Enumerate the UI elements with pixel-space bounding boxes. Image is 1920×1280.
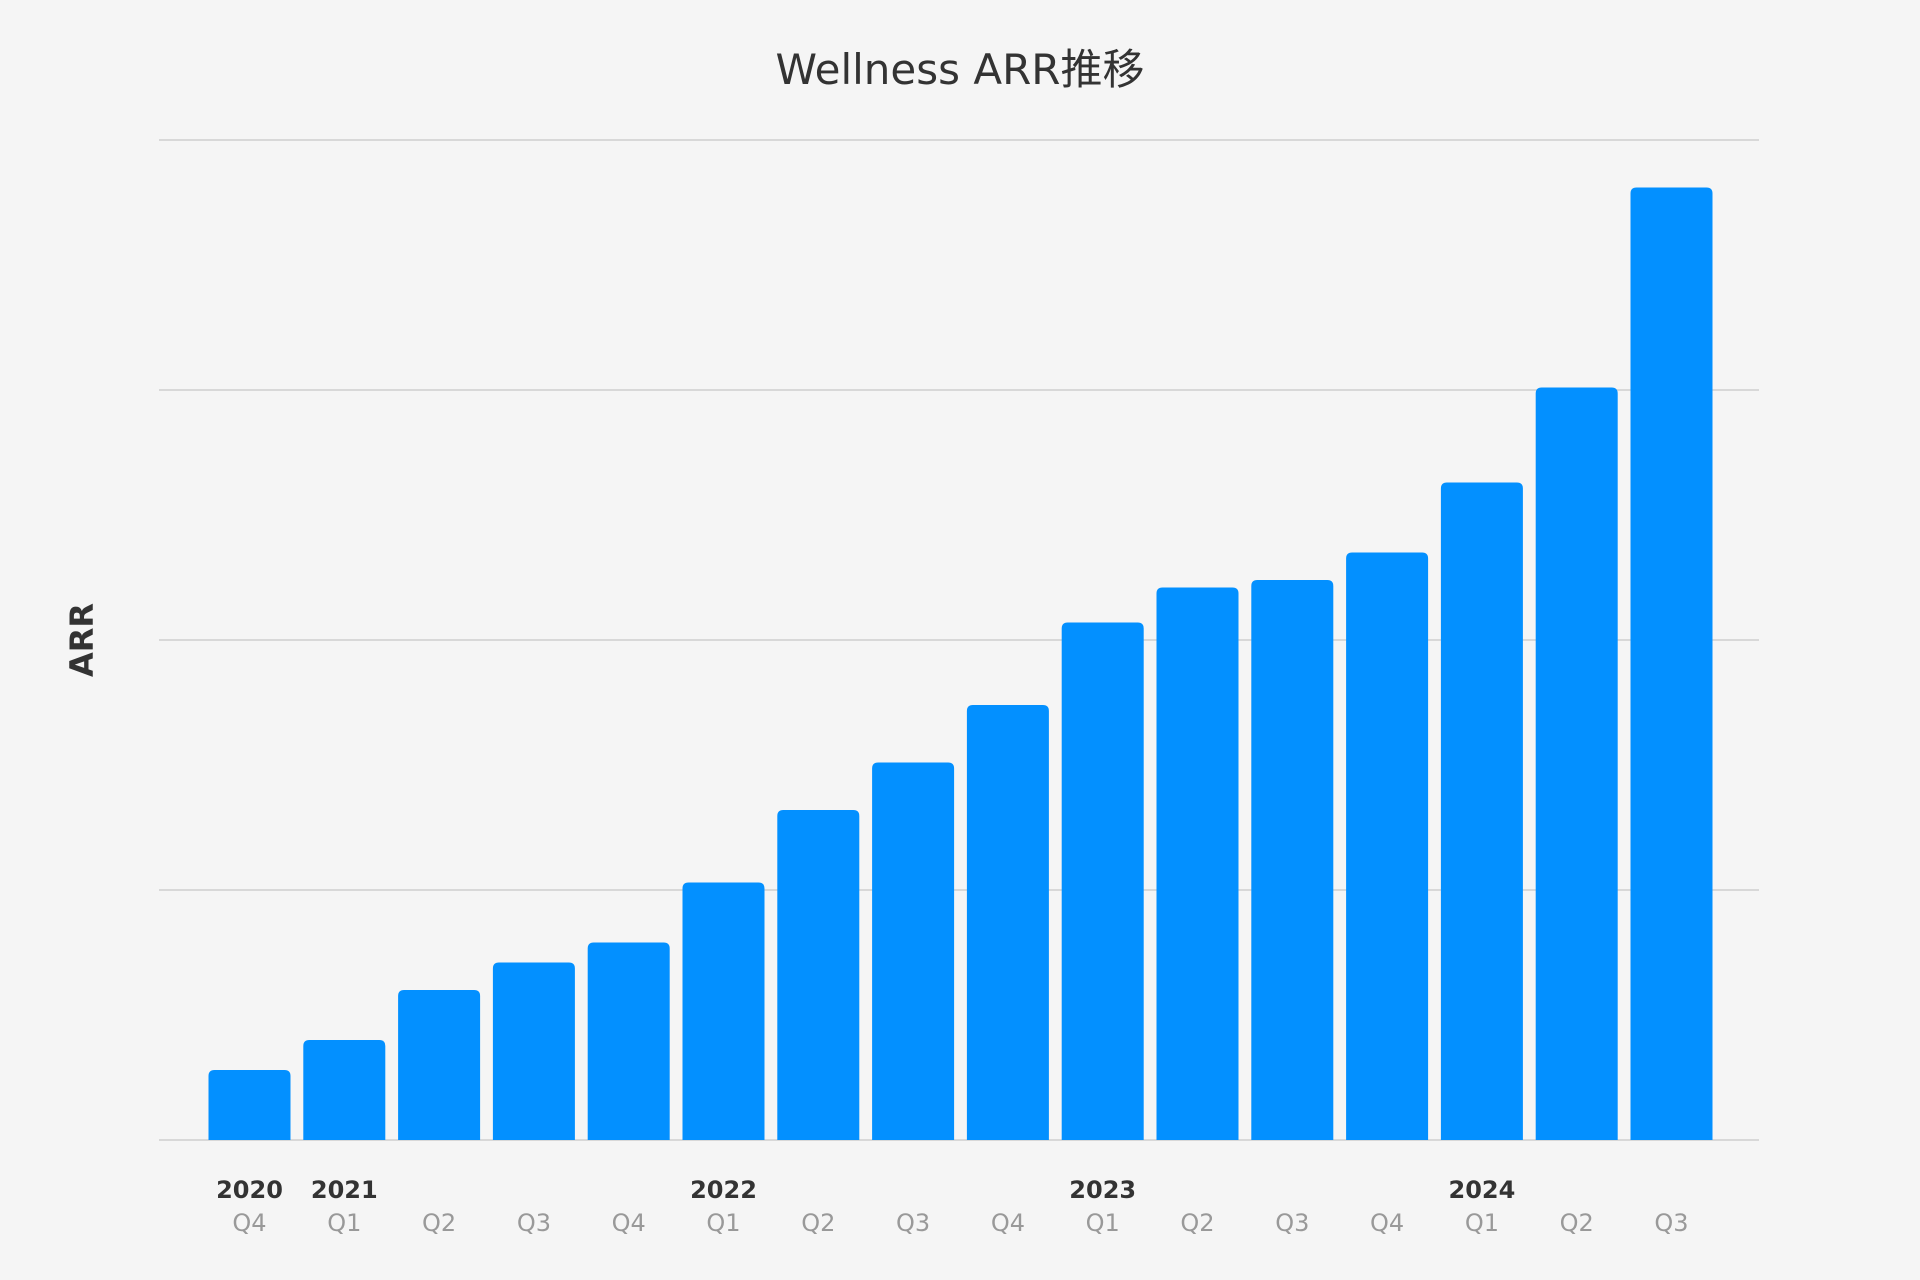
- x-tick-quarter-7: Q3: [896, 1209, 930, 1237]
- x-tick-year-13: 2024: [1449, 1176, 1516, 1204]
- x-tick-quarter-6: Q2: [801, 1209, 835, 1237]
- bar-14: [1535, 387, 1618, 1140]
- bar-5: [682, 882, 765, 1140]
- x-tick-quarter-14: Q2: [1560, 1209, 1594, 1237]
- bar-7: [872, 762, 955, 1140]
- x-tick-quarter-1: Q1: [327, 1209, 361, 1237]
- bar-15: [1630, 187, 1713, 1140]
- x-tick-quarter-12: Q4: [1370, 1209, 1404, 1237]
- x-tick-quarter-4: Q4: [612, 1209, 646, 1237]
- x-tick-quarter-5: Q1: [706, 1209, 740, 1237]
- x-tick-quarter-15: Q3: [1654, 1209, 1688, 1237]
- x-tick-quarter-9: Q1: [1086, 1209, 1120, 1237]
- bar-4: [587, 942, 670, 1140]
- x-tick-quarter-0: Q4: [232, 1209, 266, 1237]
- x-axis-labels: 2020 Q4 2021 Q1 Q2 Q3 Q4 2022 Q1 Q2 Q3 Q4 2023 Q1 Q2 Q3…: [216, 1176, 1688, 1237]
- x-tick-quarter-2: Q2: [422, 1209, 456, 1237]
- bar-6: [777, 810, 860, 1140]
- bar-13: [1440, 482, 1523, 1140]
- x-tick-year-1: 2021: [311, 1176, 378, 1204]
- bar-10: [1156, 587, 1239, 1140]
- bar-9: [1061, 622, 1144, 1140]
- x-tick-quarter-11: Q3: [1275, 1209, 1309, 1237]
- chart-title: Wellness ARR推移: [776, 45, 1145, 94]
- x-tick-quarter-10: Q2: [1180, 1209, 1214, 1237]
- bar-2: [398, 990, 481, 1140]
- x-tick-year-5: 2022: [690, 1176, 757, 1204]
- bar-8: [966, 705, 1049, 1140]
- x-tick-year-0: 2020: [216, 1176, 283, 1204]
- bar-1: [303, 1040, 386, 1140]
- bars: [208, 187, 1713, 1140]
- x-tick-quarter-13: Q1: [1465, 1209, 1499, 1237]
- bar-3: [492, 962, 575, 1140]
- x-tick-year-9: 2023: [1069, 1176, 1136, 1204]
- bar-11: [1251, 580, 1334, 1140]
- x-tick-quarter-8: Q4: [991, 1209, 1025, 1237]
- bar-0: [208, 1070, 291, 1140]
- x-tick-quarter-3: Q3: [517, 1209, 551, 1237]
- bar-12: [1346, 552, 1429, 1140]
- y-axis-label: ARR: [63, 603, 101, 677]
